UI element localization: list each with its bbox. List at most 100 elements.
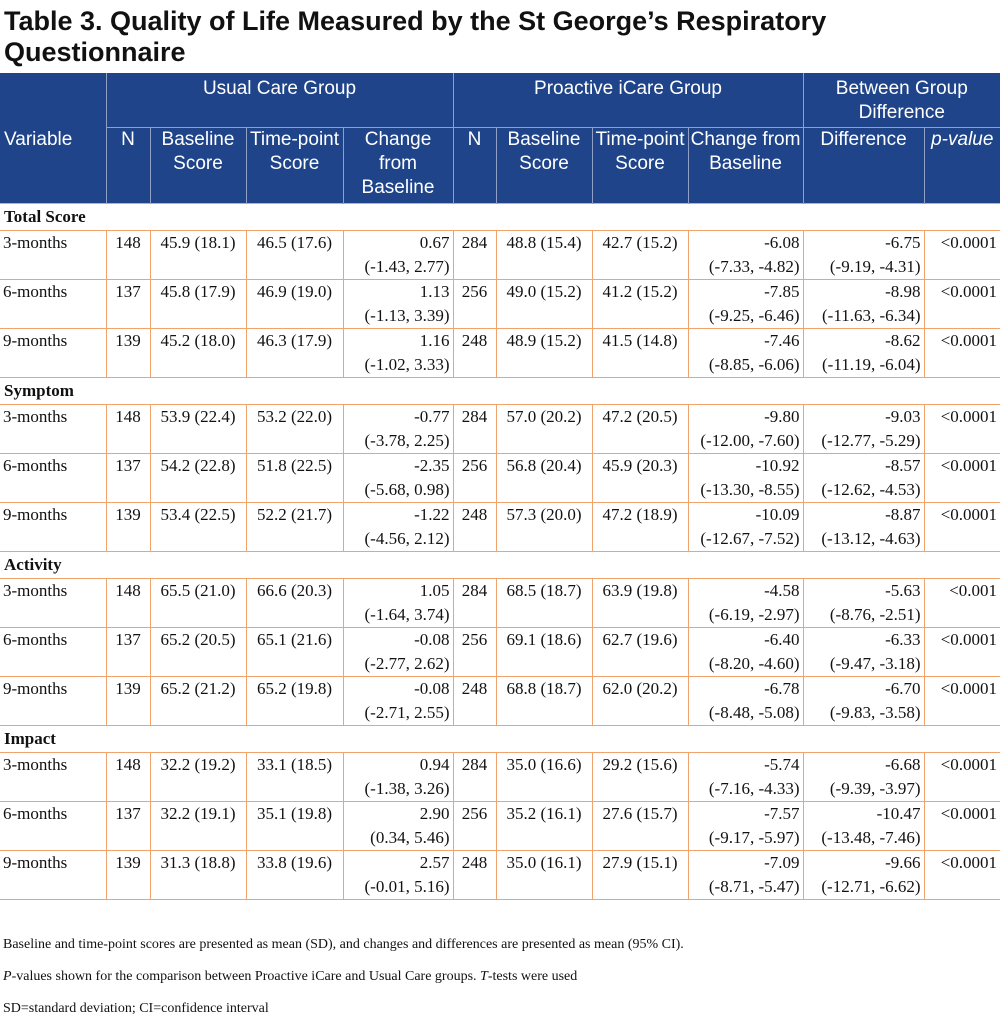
section-label: Total Score [0, 203, 1000, 231]
between-difference-ci: (-9.47, -3.18) [829, 654, 921, 673]
usual-change-value: 0.67 [419, 233, 450, 252]
icare-n: 284 [453, 752, 497, 802]
between-difference: -5.63 (-8.76, -2.51) [803, 578, 925, 628]
usual-change: 0.94 (-1.38, 3.26) [343, 752, 454, 802]
between-difference-ci: (-13.48, -7.46) [821, 828, 921, 847]
row-label: 6-months [0, 279, 107, 329]
between-difference-ci: (-9.19, -4.31) [829, 257, 921, 276]
row-label: 9-months [0, 502, 107, 552]
between-difference: -6.33 (-9.47, -3.18) [803, 627, 925, 677]
between-difference-ci: (-12.62, -4.53) [821, 480, 921, 499]
p-value: <0.0001 [924, 850, 1000, 900]
note-t-letter: T [480, 969, 488, 984]
usual-change: 1.05 (-1.64, 3.74) [343, 578, 454, 628]
icare-change-ci: (-8.71, -5.47) [708, 877, 800, 896]
icare-timepoint: 47.2 (20.5) [592, 404, 689, 454]
icare-change-value: -6.08 [764, 233, 800, 252]
icare-change-ci: (-12.00, -7.60) [700, 431, 800, 450]
p-value: <0.0001 [924, 676, 1000, 726]
icare-change: -7.85 (-9.25, -6.46) [688, 279, 804, 329]
usual-n: 139 [106, 676, 151, 726]
row-label: 6-months [0, 801, 107, 851]
usual-change-ci: (-1.13, 3.39) [364, 306, 450, 325]
usual-change: 0.67 (-1.43, 2.77) [343, 230, 454, 280]
icare-change: -5.74 (-7.16, -4.33) [688, 752, 804, 802]
usual-change-ci: (-1.02, 3.33) [364, 355, 450, 374]
between-difference-ci: (-9.83, -3.58) [829, 703, 921, 722]
icare-baseline: 48.8 (15.4) [496, 230, 593, 280]
between-difference-value: -9.03 [885, 407, 921, 426]
between-difference-value: -8.98 [885, 282, 921, 301]
usual-timepoint: 35.1 (19.8) [246, 801, 344, 851]
section-row: Impact [0, 725, 1000, 753]
between-difference: -6.70 (-9.83, -3.58) [803, 676, 925, 726]
usual-timepoint: 66.6 (20.3) [246, 578, 344, 628]
icare-n: 256 [453, 801, 497, 851]
usual-timepoint: 52.2 (21.7) [246, 502, 344, 552]
between-difference: -10.47 (-13.48, -7.46) [803, 801, 925, 851]
usual-change: -1.22 (-4.56, 2.12) [343, 502, 454, 552]
usual-change: 2.90 (0.34, 5.46) [343, 801, 454, 851]
usual-baseline: 54.2 (22.8) [150, 453, 247, 503]
usual-baseline: 45.9 (18.1) [150, 230, 247, 280]
icare-change-value: -5.74 [764, 755, 800, 774]
between-difference-value: -6.68 [885, 755, 921, 774]
icare-change-ci: (-7.16, -4.33) [708, 779, 800, 798]
usual-timepoint: 46.9 (19.0) [246, 279, 344, 329]
icare-n: 256 [453, 453, 497, 503]
row-label: 3-months [0, 752, 107, 802]
between-difference-value: -10.47 [876, 804, 921, 823]
header-baseline: Baseline Score [496, 127, 593, 204]
icare-n: 248 [453, 328, 497, 378]
usual-change-value: 2.57 [419, 853, 450, 872]
note-p-text: -values shown for the comparison between… [11, 969, 481, 984]
usual-change-value: -0.08 [414, 679, 450, 698]
table-row: 3-months 148 65.5 (21.0) 66.6 (20.3) 1.05 (-1… [0, 578, 1000, 628]
usual-change-value: 1.05 [419, 581, 450, 600]
usual-change-value: -1.22 [414, 505, 450, 524]
table-row: 6-months 137 54.2 (22.8) 51.8 (22.5) -2.35 (-… [0, 453, 1000, 503]
header-change: Change from Baseline [688, 127, 804, 204]
between-difference-ci: (-13.12, -4.63) [821, 529, 921, 548]
row-label: 6-months [0, 627, 107, 677]
usual-change-value: 2.90 [419, 804, 450, 823]
row-label: 9-months [0, 328, 107, 378]
icare-timepoint: 63.9 (19.8) [592, 578, 689, 628]
row-label: 6-months [0, 453, 107, 503]
between-difference: -9.03 (-12.77, -5.29) [803, 404, 925, 454]
icare-change: -6.08 (-7.33, -4.82) [688, 230, 804, 280]
p-value: <0.0001 [924, 230, 1000, 280]
p-value: <0.0001 [924, 404, 1000, 454]
usual-n: 137 [106, 627, 151, 677]
icare-change-value: -4.58 [764, 581, 800, 600]
icare-baseline: 35.0 (16.1) [496, 850, 593, 900]
usual-change-ci: (-5.68, 0.98) [364, 480, 450, 499]
p-value: <0.0001 [924, 502, 1000, 552]
header-n: N [106, 127, 151, 204]
icare-change-ci: (-9.17, -5.97) [708, 828, 800, 847]
between-difference: -8.87 (-13.12, -4.63) [803, 502, 925, 552]
row-label: 9-months [0, 850, 107, 900]
icare-baseline: 57.3 (20.0) [496, 502, 593, 552]
usual-change: 1.13 (-1.13, 3.39) [343, 279, 454, 329]
header-difference: Difference [803, 127, 925, 204]
section-row: Total Score [0, 203, 1000, 231]
icare-baseline: 56.8 (20.4) [496, 453, 593, 503]
between-difference: -9.66 (-12.71, -6.62) [803, 850, 925, 900]
between-difference-ci: (-9.39, -3.97) [829, 779, 921, 798]
header-n: N [453, 127, 497, 204]
usual-change-value: 1.16 [419, 331, 450, 350]
icare-change-value: -9.80 [764, 407, 800, 426]
table-row: 9-months 139 31.3 (18.8) 33.8 (19.6) 2.57 (-0… [0, 850, 1000, 900]
usual-baseline: 53.9 (22.4) [150, 404, 247, 454]
icare-baseline: 35.2 (16.1) [496, 801, 593, 851]
p-value: <0.0001 [924, 752, 1000, 802]
table-row: 9-months 139 45.2 (18.0) 46.3 (17.9) 1.16 (-1… [0, 328, 1000, 378]
usual-change-ci: (-3.78, 2.25) [364, 431, 450, 450]
usual-baseline: 45.2 (18.0) [150, 328, 247, 378]
usual-change: 1.16 (-1.02, 3.33) [343, 328, 454, 378]
usual-change-ci: (-0.01, 5.16) [364, 877, 450, 896]
usual-timepoint: 53.2 (22.0) [246, 404, 344, 454]
usual-change-ci: (-2.71, 2.55) [364, 703, 450, 722]
between-difference-value: -8.57 [885, 456, 921, 475]
